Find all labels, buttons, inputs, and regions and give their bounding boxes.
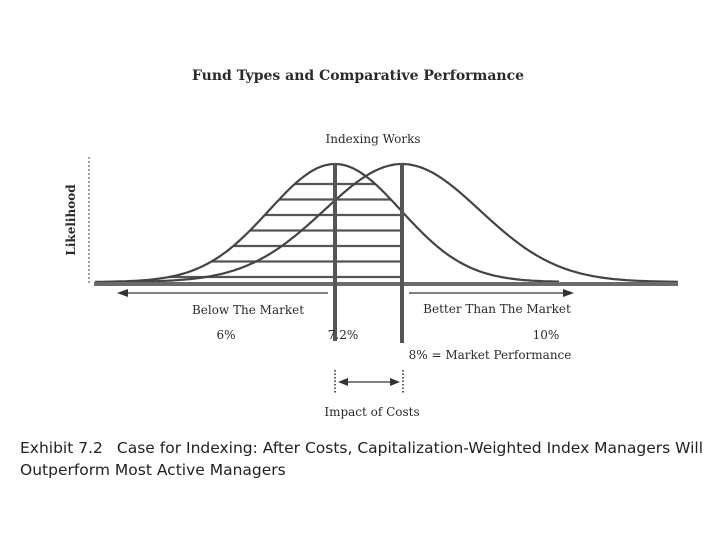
y-axis-label: Likelihood [64,184,78,256]
figure-caption: Exhibit 7.2 Case for Indexing: After Cost… [20,437,710,481]
right-arrowhead-icon [563,289,574,297]
caption-text: Case for Indexing: After Costs, Capitali… [20,439,704,479]
indexing-works-label: Indexing Works [326,132,421,146]
market-performance-label: 8% = Market Performance [409,348,572,362]
market-line-8 [400,163,404,343]
caption-number: Exhibit 7.2 [20,439,103,457]
costs-left-arrowhead-icon [338,378,348,386]
baseline [94,282,678,286]
diagram-title: Fund Types and Comparative Performance [192,68,524,84]
value-6-label: 6% [216,328,235,342]
hatched-area [169,182,402,279]
value-10-label: 10% [533,328,560,342]
impact-of-costs-label: Impact of Costs [324,405,419,419]
indexing-line-7-2 [333,163,337,341]
below-market-label: Below The Market [192,303,304,317]
left-arrowhead-icon [117,289,128,297]
market-curve [110,162,678,283]
better-market-label: Better Than The Market [423,302,571,316]
after-costs-curve [95,162,559,283]
costs-right-arrowhead-icon [390,378,400,386]
value-7-2-label: 7.2% [328,328,359,342]
